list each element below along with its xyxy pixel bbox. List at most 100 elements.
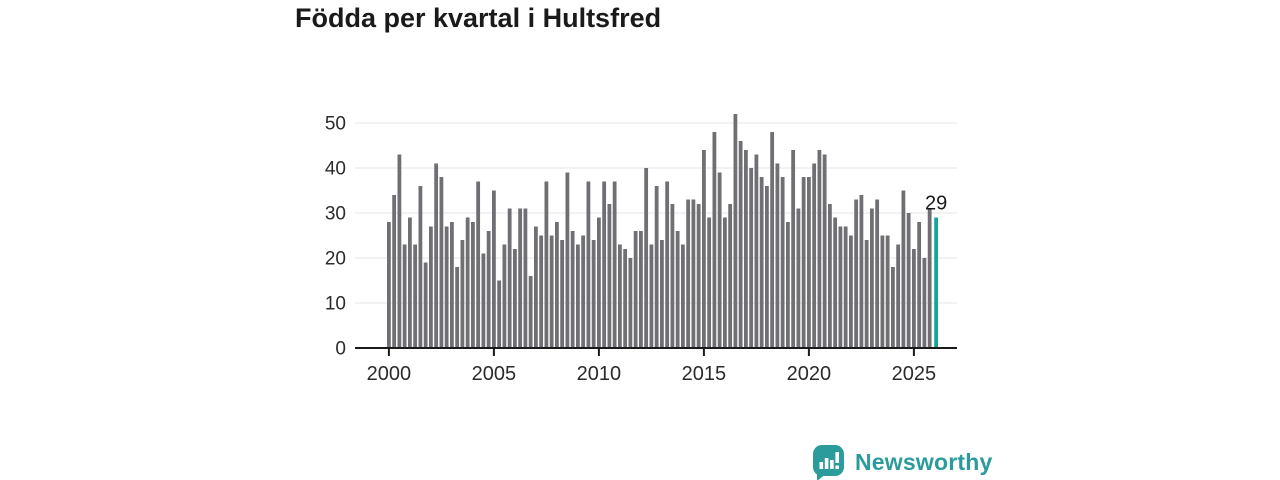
bar	[471, 222, 475, 348]
bar	[817, 150, 822, 348]
bar	[633, 231, 638, 348]
x-axis-tick-label: 2000	[367, 363, 412, 385]
bar	[917, 222, 922, 348]
bar	[502, 244, 507, 348]
bar	[702, 150, 706, 348]
bar	[843, 226, 848, 348]
bar	[849, 235, 853, 348]
bar	[859, 195, 864, 348]
bar	[534, 226, 538, 348]
bar	[880, 235, 885, 348]
bar	[838, 226, 843, 348]
bar	[775, 163, 780, 348]
bar	[875, 199, 880, 348]
y-axis-tick-label: 10	[325, 294, 346, 315]
bar	[670, 204, 675, 348]
bar	[523, 208, 528, 348]
bar	[444, 226, 449, 348]
bar	[402, 244, 407, 348]
bar	[591, 240, 596, 348]
y-axis-tick-label: 20	[325, 249, 346, 270]
bar	[807, 177, 811, 348]
bar	[885, 235, 890, 348]
bar	[528, 276, 533, 348]
bar	[439, 177, 444, 348]
bar	[723, 217, 727, 348]
bar	[408, 217, 412, 348]
bar	[728, 204, 733, 348]
chart-title: Födda per kvartal i Hultsfred	[295, 3, 662, 33]
bar	[581, 235, 586, 348]
bar	[586, 181, 591, 348]
bar	[460, 240, 465, 348]
bar	[481, 253, 486, 348]
bar	[434, 163, 439, 348]
bar	[555, 222, 559, 348]
bar	[717, 172, 722, 348]
brand-name: Newsworthy	[855, 448, 993, 475]
bar-chart: 0 10 20 30 40 50 29 2000 2005 2010 2015 2020 2025	[300, 90, 970, 400]
bar	[749, 168, 754, 348]
bar	[544, 181, 549, 348]
bar	[628, 258, 633, 348]
bar	[707, 217, 712, 348]
bar	[429, 226, 433, 348]
bar	[486, 231, 491, 348]
bar	[912, 249, 916, 348]
x-axis-tick-label: 2010	[577, 363, 622, 385]
bar	[518, 208, 523, 348]
y-axis-tick-label: 30	[325, 204, 346, 225]
bar	[413, 244, 418, 348]
bar	[560, 240, 565, 348]
bar	[927, 208, 932, 348]
bar	[712, 132, 717, 348]
bar	[896, 244, 901, 348]
bar	[507, 208, 512, 348]
bar-chart-svg: 0 10 20 30 40 50 29 2000 2005 2010 2015 2020 2025	[325, 114, 957, 385]
bar	[576, 244, 580, 348]
y-axis-tick-label: 40	[325, 159, 346, 180]
bar	[492, 190, 496, 348]
bar	[612, 181, 617, 348]
bar	[822, 154, 827, 348]
newsworthy-logo: Newsworthy	[810, 443, 992, 480]
bar	[801, 177, 806, 348]
bar	[644, 168, 649, 348]
bar	[744, 150, 748, 348]
bar	[602, 181, 607, 348]
bar	[660, 240, 664, 348]
x-axis-tick-label: 2020	[787, 363, 832, 385]
bar	[864, 240, 869, 348]
highlighted-bar	[934, 217, 938, 348]
bar	[607, 204, 612, 348]
bar	[639, 231, 643, 348]
x-axis-tick-label: 2005	[472, 363, 517, 385]
bar	[450, 222, 454, 348]
bar	[392, 195, 397, 348]
bar	[691, 199, 696, 348]
bar	[649, 244, 654, 348]
y-axis-tick-label: 50	[325, 114, 346, 135]
bar	[796, 208, 801, 348]
bar	[812, 163, 817, 348]
bar	[791, 150, 796, 348]
bar	[476, 181, 481, 348]
y-axis-tick-label: 0	[335, 339, 346, 360]
bar	[696, 204, 701, 348]
bar	[854, 199, 859, 348]
bar	[922, 258, 927, 348]
bar	[828, 204, 832, 348]
bar	[570, 231, 575, 348]
bar	[770, 132, 775, 348]
bar	[418, 186, 423, 348]
bar	[654, 186, 659, 348]
bar	[780, 177, 785, 348]
x-axis-tick-label: 2025	[892, 363, 937, 385]
bar	[675, 231, 680, 348]
bar	[786, 222, 790, 348]
bar	[906, 213, 911, 348]
bar	[891, 267, 895, 348]
bar	[539, 235, 544, 348]
bar	[618, 244, 622, 348]
